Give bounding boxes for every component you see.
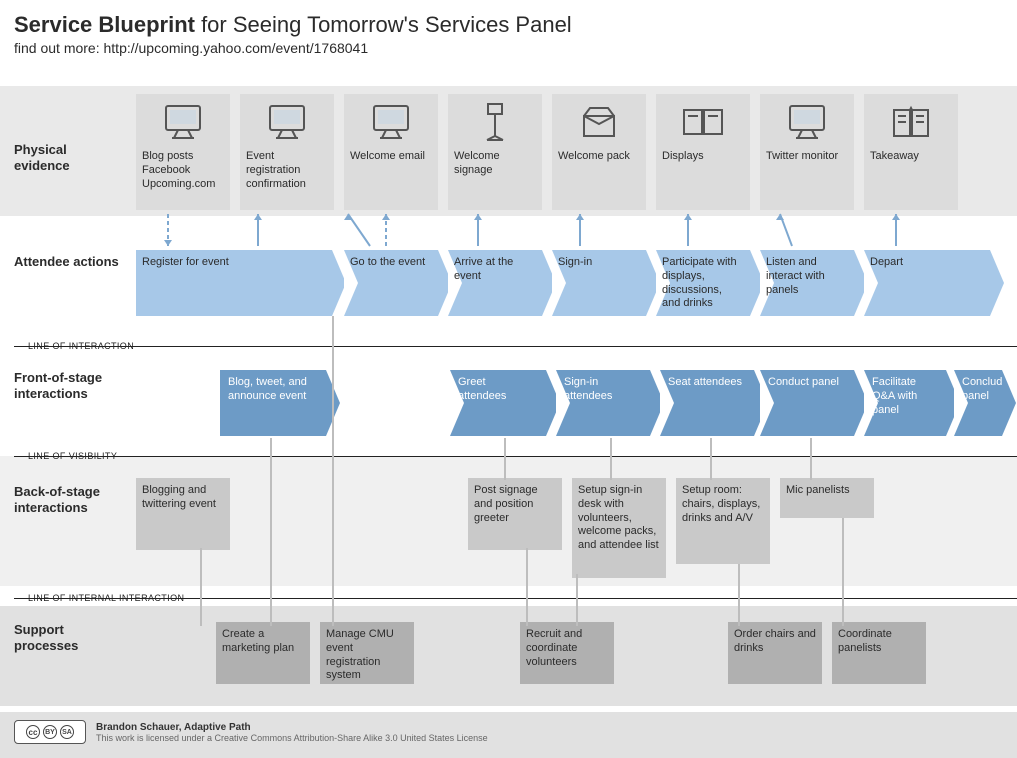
back-box: Post signage and position greeter [468, 478, 562, 550]
connector-line [270, 438, 272, 626]
sign-icon [472, 102, 518, 142]
header: Service Blueprint for Seeing Tomorrow's … [0, 0, 1017, 60]
subhead-label: find out more: [14, 40, 104, 56]
footer-author: Brandon Schauer, Adaptive Path [96, 722, 488, 733]
back-box: Setup sign-in desk with volunteers, welc… [572, 478, 666, 578]
back-box: Mic panelists [780, 478, 874, 518]
action-chevron: Sign-in [552, 250, 646, 316]
connector-line [332, 316, 334, 626]
monitor-icon [160, 102, 206, 142]
evidence-label: Blog posts Facebook Upcoming.com [142, 150, 224, 191]
front-chevron: Sign-in attendees [556, 370, 650, 436]
cc-icon: cc [26, 725, 40, 739]
rowlabel-evidence: Physical evidence [14, 142, 124, 173]
front-label: Greet attendees [458, 376, 536, 404]
title-rest: for Seeing Tomorrow's Services Panel [195, 12, 572, 37]
action-label: Go to the event [350, 256, 426, 270]
evidence-card: Welcome email [344, 94, 438, 210]
evidence-card: Displays [656, 94, 750, 210]
monitor-icon [368, 102, 414, 142]
divider-visibility-label: LINE OF VISIBILITY [28, 451, 123, 461]
action-chevron: Participate with displays, discussions, … [656, 250, 750, 316]
support-box: Order chairs and drinks [728, 622, 822, 684]
connector-line [526, 548, 528, 626]
evidence-card: Welcome pack [552, 94, 646, 210]
title-bold: Service Blueprint [14, 12, 195, 37]
support-box: Manage CMU event registration system [320, 622, 414, 684]
cc-badge: cc BY SA [14, 720, 86, 744]
front-label: Conduct panel [768, 376, 844, 390]
front-chevron: Blog, tweet, and announce event [220, 370, 326, 436]
action-label: Depart [870, 256, 978, 270]
evidence-label: Event registration confirmation [246, 150, 328, 191]
front-chevron: Conclude panel [954, 370, 1002, 436]
pack-icon [576, 102, 622, 142]
page-title: Service Blueprint for Seeing Tomorrow's … [14, 12, 1003, 38]
front-label: Sign-in attendees [564, 376, 640, 404]
connector-line [810, 438, 812, 480]
connector-line [738, 564, 740, 626]
connector-line [200, 548, 202, 626]
support-box: Create a marketing plan [216, 622, 310, 684]
connector-line [842, 518, 844, 626]
support-box: Coordinate panelists [832, 622, 926, 684]
front-chevron: Conduct panel [760, 370, 854, 436]
evidence-label: Displays [662, 150, 744, 164]
evidence-label: Welcome email [350, 150, 432, 164]
action-label: Listen and interact with panels [766, 256, 842, 297]
front-label: Blog, tweet, and announce event [228, 376, 316, 404]
front-chevron: Facilitate Q&A with panel [864, 370, 946, 436]
evidence-label: Welcome pack [558, 150, 640, 164]
evidence-label: Takeaway [870, 150, 952, 164]
footer-license: This work is licensed under a Creative C… [96, 733, 488, 743]
divider-internal-line: LINE OF INTERNAL INTERACTION [14, 598, 1017, 599]
blueprint-canvas: Physical evidence Attendee actions Front… [0, 86, 1017, 706]
action-label: Arrive at the event [454, 256, 530, 284]
support-box: Recruit and coordinate volunteers [520, 622, 614, 684]
evidence-card: Event registration confirmation [240, 94, 334, 210]
monitor-icon [264, 102, 310, 142]
front-label: Facilitate Q&A with panel [872, 376, 936, 417]
action-chevron: Depart [864, 250, 990, 316]
subhead: find out more: http://upcoming.yahoo.com… [14, 40, 1003, 56]
back-box: Blogging and twittering event [136, 478, 230, 550]
connector-line [610, 438, 612, 480]
connector-line [504, 438, 506, 480]
action-label: Participate with displays, discussions, … [662, 256, 738, 311]
footer: cc BY SA Brandon Schauer, Adaptive Path … [0, 712, 1017, 758]
action-chevron: Arrive at the event [448, 250, 542, 316]
evidence-card: Blog posts Facebook Upcoming.com [136, 94, 230, 210]
rowlabel-support: Support processes [14, 622, 124, 653]
rowlabel-front: Front-of-stage interactions [14, 370, 124, 401]
connector-line [576, 574, 578, 626]
connector-line [710, 438, 712, 480]
action-chevron: Go to the event [344, 250, 438, 316]
divider-interaction-label: LINE OF INTERACTION [28, 341, 140, 351]
divider-interaction-line: LINE OF INTERACTION [14, 346, 1017, 347]
evidence-card: Takeaway [864, 94, 958, 210]
evidence-label: Welcome signage [454, 150, 536, 178]
monitor-icon [784, 102, 830, 142]
back-box: Setup room: chairs, displays, drinks and… [676, 478, 770, 564]
subhead-url[interactable]: http://upcoming.yahoo.com/event/1768041 [104, 40, 369, 56]
evidence-card: Twitter monitor [760, 94, 854, 210]
front-chevron: Seat attendees [660, 370, 754, 436]
front-chevron: Greet attendees [450, 370, 546, 436]
divider-visibility-line: LINE OF VISIBILITY [14, 456, 1017, 457]
evidence-label: Twitter monitor [766, 150, 848, 164]
action-label: Sign-in [558, 256, 634, 270]
book-icon [888, 102, 934, 142]
divider-internal-label: LINE OF INTERNAL INTERACTION [28, 593, 190, 603]
sa-icon: SA [60, 725, 74, 739]
action-label: Register for event [142, 256, 320, 270]
action-chevron: Listen and interact with panels [760, 250, 854, 316]
by-icon: BY [43, 725, 57, 739]
rowlabel-actions: Attendee actions [14, 254, 124, 270]
action-chevron: Register for event [136, 250, 332, 316]
front-label: Seat attendees [668, 376, 744, 390]
evidence-card: Welcome signage [448, 94, 542, 210]
displays-icon [680, 102, 726, 142]
front-label: Conclude panel [962, 376, 992, 404]
rowlabel-back: Back-of-stage interactions [14, 484, 124, 515]
